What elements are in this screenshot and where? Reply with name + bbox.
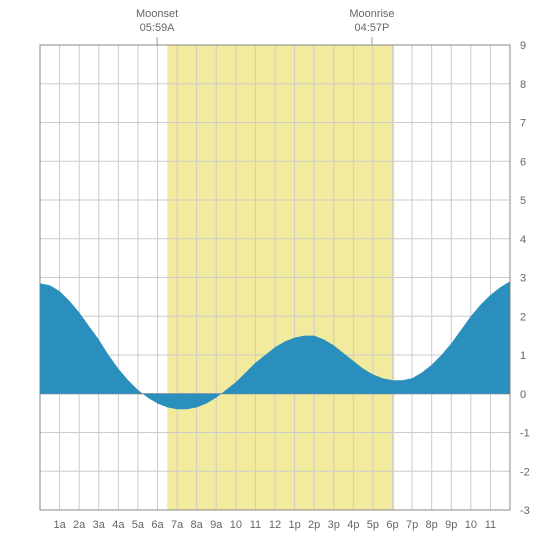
x-tick-label: 6p <box>386 519 398 531</box>
x-tick-label: 1p <box>288 519 300 531</box>
x-tick-label: 12 <box>269 519 281 531</box>
annotation-title: Moonset <box>136 8 178 20</box>
y-tick-label: -1 <box>520 428 530 440</box>
annotation-time: 05:59A <box>140 22 176 34</box>
x-tick-label: 9a <box>210 519 223 531</box>
annotation-time: 04:57P <box>355 22 390 34</box>
y-tick-label: 8 <box>520 79 526 91</box>
x-tick-label: 10 <box>230 519 242 531</box>
y-tick-label: -3 <box>520 505 530 517</box>
x-tick-label: 8a <box>191 519 204 531</box>
x-tick-label: 8p <box>426 519 438 531</box>
x-tick-label: 7p <box>406 519 418 531</box>
x-tick-label: 4p <box>347 519 359 531</box>
x-tick-label: 9p <box>445 519 457 531</box>
x-tick-label: 4a <box>112 519 125 531</box>
x-tick-label: 7a <box>171 519 184 531</box>
x-tick-label: 3a <box>93 519 106 531</box>
annotation-title: Moonrise <box>349 8 394 20</box>
tide-chart: 1a2a3a4a5a6a7a8a9a1011121p2p3p4p5p6p7p8p… <box>0 0 550 550</box>
chart-svg: 1a2a3a4a5a6a7a8a9a1011121p2p3p4p5p6p7p8p… <box>0 0 550 550</box>
y-tick-label: 4 <box>520 234 526 246</box>
y-tick-label: 9 <box>520 40 526 52</box>
x-tick-label: 6a <box>151 519 164 531</box>
y-tick-label: -2 <box>520 466 530 478</box>
x-tick-label: 2p <box>308 519 320 531</box>
y-tick-label: 5 <box>520 195 526 207</box>
y-tick-label: 0 <box>520 389 526 401</box>
x-tick-label: 2a <box>73 519 86 531</box>
y-tick-label: 1 <box>520 350 526 362</box>
x-tick-label: 11 <box>485 519 496 531</box>
x-tick-label: 5p <box>367 519 379 531</box>
y-tick-label: 3 <box>520 273 526 285</box>
x-tick-label: 3p <box>328 519 340 531</box>
x-tick-label: 10 <box>465 519 477 531</box>
y-tick-label: 7 <box>520 118 526 130</box>
x-tick-label: 11 <box>250 519 261 531</box>
y-tick-label: 2 <box>520 311 526 323</box>
y-tick-label: 6 <box>520 156 526 168</box>
x-tick-label: 5a <box>132 519 145 531</box>
x-tick-label: 1a <box>53 519 66 531</box>
